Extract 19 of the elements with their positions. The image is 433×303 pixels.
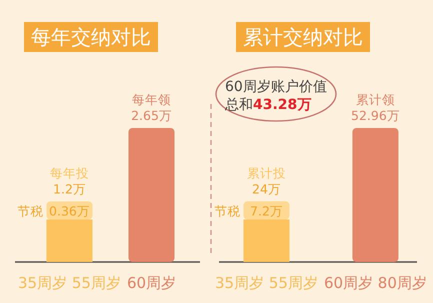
series-label: 节税	[214, 203, 240, 218]
data-label: 52.96万	[351, 108, 400, 123]
series-label: 节税	[17, 203, 44, 218]
text: 每年投	[50, 165, 89, 180]
total-label: 24万	[252, 181, 281, 196]
x-tick-label: 60周岁	[126, 274, 176, 292]
series-label: 累计领	[356, 92, 395, 107]
x-tick-label: 35周岁 55周岁	[18, 274, 121, 292]
data-label: 0.36万	[49, 203, 90, 218]
series-label: 每年领	[132, 92, 171, 107]
x-tick-label: 60周岁 80周岁	[324, 274, 427, 292]
total-label: 1.2万	[53, 181, 86, 196]
x-tick-label: 35周岁 55周岁	[215, 274, 318, 292]
text: 60周岁账户价值总和43.28万	[224, 79, 327, 113]
data-label: 7.2万	[250, 203, 283, 218]
data-label: 2.65万	[131, 108, 172, 123]
chart-title: 每年交纳对比	[31, 25, 151, 49]
text: 累计投	[246, 165, 286, 180]
chart-title: 累计交纳对比	[243, 25, 363, 49]
